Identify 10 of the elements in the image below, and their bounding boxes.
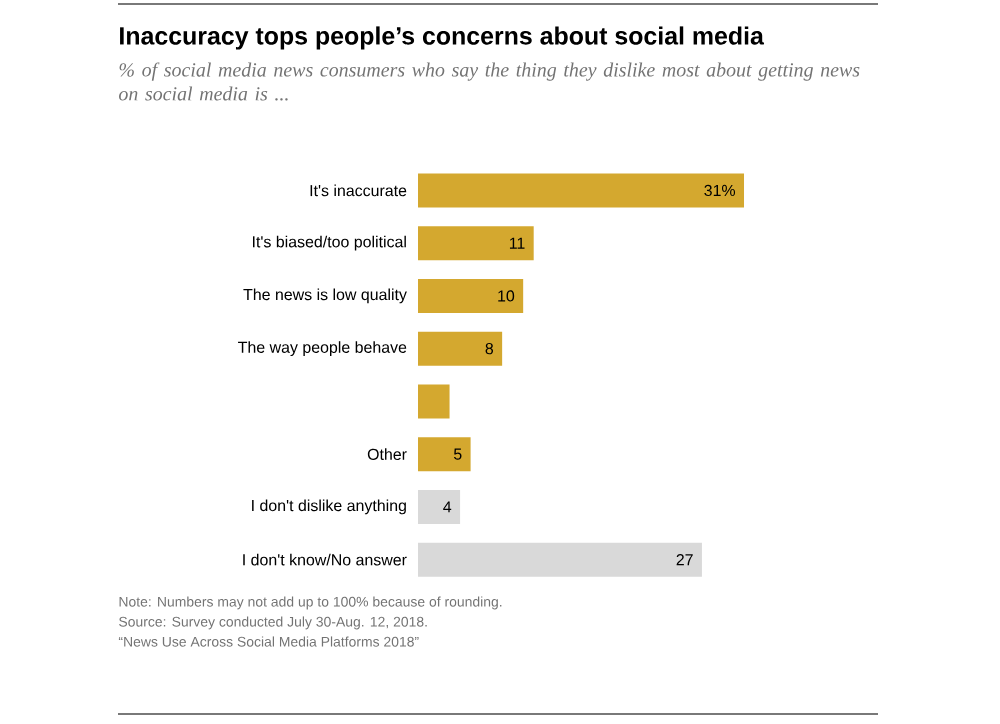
bar [418,331,503,366]
bar [418,278,524,313]
bar [418,542,702,577]
chart-subtitle: % of social media news consumers who say the thing they dislike most about getting news on social media is ... [119,62,860,101]
bar [418,173,745,208]
bar [418,489,461,524]
chart-title: Inaccuracy tops people’s concerns about social media [120,26,765,50]
bar [418,437,471,472]
bar [418,384,450,419]
bar [418,226,534,261]
